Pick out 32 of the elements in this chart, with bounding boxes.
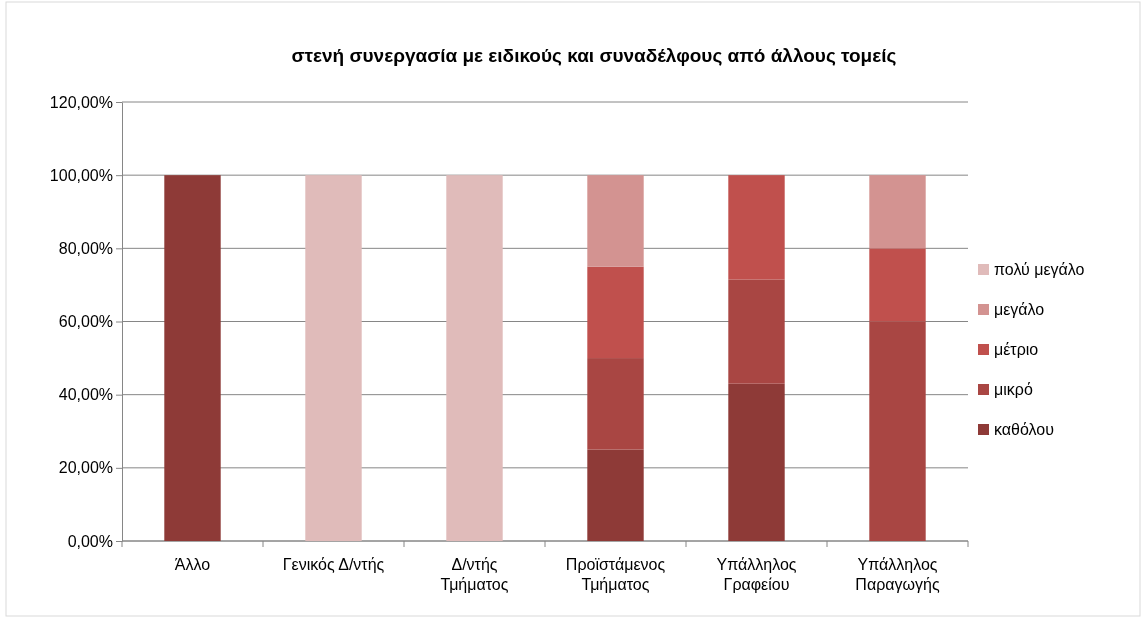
x-tick-label: Υπάλληλος Παραγωγής	[855, 556, 940, 593]
bar	[728, 175, 785, 280]
x-tick-label: Δ/ντής Τμήματος	[440, 556, 509, 593]
legend-label: πολύ μεγάλο	[994, 261, 1085, 278]
bar	[164, 175, 221, 541]
bar	[869, 248, 926, 322]
bar	[587, 358, 644, 450]
bar	[446, 175, 503, 541]
legend-label: μέτριο	[994, 341, 1039, 358]
y-tick-label: 40,00%	[58, 386, 113, 404]
bar	[869, 321, 926, 541]
y-tick-label: 60,00%	[58, 313, 113, 331]
y-tick-label: 80,00%	[58, 239, 113, 257]
chart-title: στενή συνεργασία με ειδικούς και συναδέλφους από άλλους τομείς	[291, 45, 897, 66]
legend-label: καθόλου	[994, 421, 1054, 438]
x-tick-label: Γενικός Δ/ντής	[282, 556, 385, 573]
y-tick-label: 100,00%	[49, 166, 113, 184]
x-tick-label: Άλλο	[174, 556, 211, 573]
bar	[587, 449, 644, 541]
bar	[728, 383, 785, 541]
bar	[869, 175, 926, 249]
bar	[587, 175, 644, 267]
bar	[305, 175, 362, 541]
legend-label: μεγάλο	[994, 301, 1045, 318]
x-tick-label: Προϊστάμενος Τμήματος	[565, 556, 666, 593]
legend-label: μικρό	[994, 381, 1033, 398]
y-tick-label: 0,00%	[67, 532, 113, 550]
bar	[587, 266, 644, 359]
x-tick-label: Υπάλληλος Γραφείου	[716, 556, 797, 593]
y-tick-label: 20,00%	[58, 459, 113, 477]
y-tick-label: 120,00%	[49, 93, 113, 111]
bar	[728, 279, 785, 384]
